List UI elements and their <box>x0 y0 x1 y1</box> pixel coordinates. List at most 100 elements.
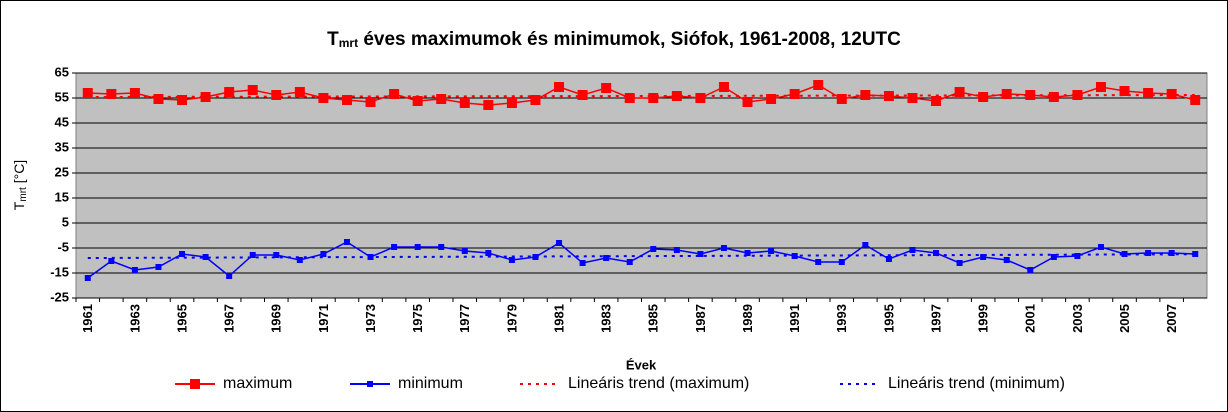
y-tick-label: 35 <box>55 139 69 154</box>
marker <box>177 95 188 105</box>
marker <box>836 94 847 104</box>
y-tick-label: 5 <box>62 214 69 229</box>
y-tick-label: -25 <box>50 289 69 304</box>
y-label-subscript: mrt <box>18 187 29 202</box>
x-tick-label: 2005 <box>1117 304 1132 333</box>
y-tick-label: 15 <box>55 189 69 204</box>
x-tick-label: 1971 <box>316 304 331 333</box>
marker <box>247 85 258 95</box>
marker <box>626 259 633 265</box>
marker <box>294 87 305 97</box>
y-tick-label: -15 <box>50 264 69 279</box>
legend-marker <box>367 381 373 387</box>
marker <box>1025 90 1036 100</box>
marker <box>815 259 822 265</box>
marker <box>1119 86 1130 96</box>
marker <box>1192 251 1199 257</box>
marker <box>224 87 235 97</box>
marker <box>483 100 494 110</box>
marker <box>202 254 209 260</box>
title-text: éves maximumok és minimumok, Siófok, 196… <box>358 29 901 50</box>
y-label-symbol: T <box>11 201 27 210</box>
x-tick-label: 1983 <box>599 304 614 333</box>
marker <box>296 257 303 263</box>
marker <box>1048 92 1059 102</box>
x-tick-label: 1975 <box>410 304 425 333</box>
marker <box>624 93 635 103</box>
marker <box>650 246 657 252</box>
x-tick-label: 1981 <box>551 304 566 333</box>
chart-title: Tmrt éves maximumok és minimumok, Siófok… <box>327 29 901 50</box>
marker <box>106 89 117 99</box>
marker <box>695 93 706 103</box>
legend-label: Lineáris trend (maximum) <box>568 375 749 392</box>
trend-line <box>87 94 1196 98</box>
marker <box>530 95 541 105</box>
marker <box>365 97 376 107</box>
marker <box>766 94 777 104</box>
marker <box>579 260 586 266</box>
marker <box>978 92 989 102</box>
marker <box>343 239 350 245</box>
marker <box>933 250 940 256</box>
marker <box>436 94 447 104</box>
marker <box>556 240 563 246</box>
marker <box>131 267 138 273</box>
marker <box>813 80 824 90</box>
x-tick-label: 1979 <box>504 304 519 333</box>
marker <box>1027 267 1034 273</box>
marker <box>532 254 539 260</box>
marker <box>1097 244 1104 250</box>
x-tick-label: 1997 <box>928 304 943 333</box>
marker <box>414 244 421 250</box>
title-symbol: T <box>327 29 339 50</box>
x-tick-label: 1973 <box>363 304 378 333</box>
x-tick-label: 1987 <box>693 304 708 333</box>
marker <box>412 96 423 106</box>
marker <box>720 245 727 251</box>
marker <box>155 264 162 270</box>
trend-line <box>87 253 1196 259</box>
marker <box>129 88 140 98</box>
marker <box>931 96 942 106</box>
x-tick-label: 1965 <box>174 304 189 333</box>
marker <box>84 275 91 281</box>
marker <box>577 90 588 100</box>
legend-label: maximum <box>223 375 292 392</box>
marker <box>744 250 751 256</box>
y-label-text: [°C] <box>11 160 27 187</box>
marker <box>320 251 327 257</box>
marker <box>1121 251 1128 257</box>
marker <box>200 92 211 102</box>
marker <box>838 259 845 265</box>
marker <box>718 82 729 92</box>
title-subscript: mrt <box>339 36 358 50</box>
marker <box>341 95 352 105</box>
marker <box>554 82 565 92</box>
marker <box>603 255 610 261</box>
x-tick-label: 1991 <box>787 304 802 333</box>
marker <box>1072 90 1083 100</box>
y-tick-label: 55 <box>55 89 69 104</box>
x-tick-label: 1999 <box>976 304 991 333</box>
marker <box>249 252 256 258</box>
marker <box>742 97 753 107</box>
x-tick-label: 1969 <box>269 304 284 333</box>
y-axis-label: Tmrt [°C] <box>11 160 29 210</box>
marker <box>1168 250 1175 256</box>
marker <box>508 257 515 263</box>
marker <box>1003 257 1010 263</box>
marker <box>671 91 682 101</box>
y-tick-label: 65 <box>55 64 69 79</box>
marker <box>954 87 965 97</box>
marker <box>768 248 775 254</box>
x-tick-label: 1985 <box>646 304 661 333</box>
marker <box>697 251 704 257</box>
plot-area <box>75 72 1208 299</box>
marker <box>648 93 659 103</box>
x-tick-label: 2007 <box>1164 304 1179 333</box>
marker <box>885 256 892 262</box>
marker <box>461 248 468 254</box>
marker <box>1190 95 1201 105</box>
